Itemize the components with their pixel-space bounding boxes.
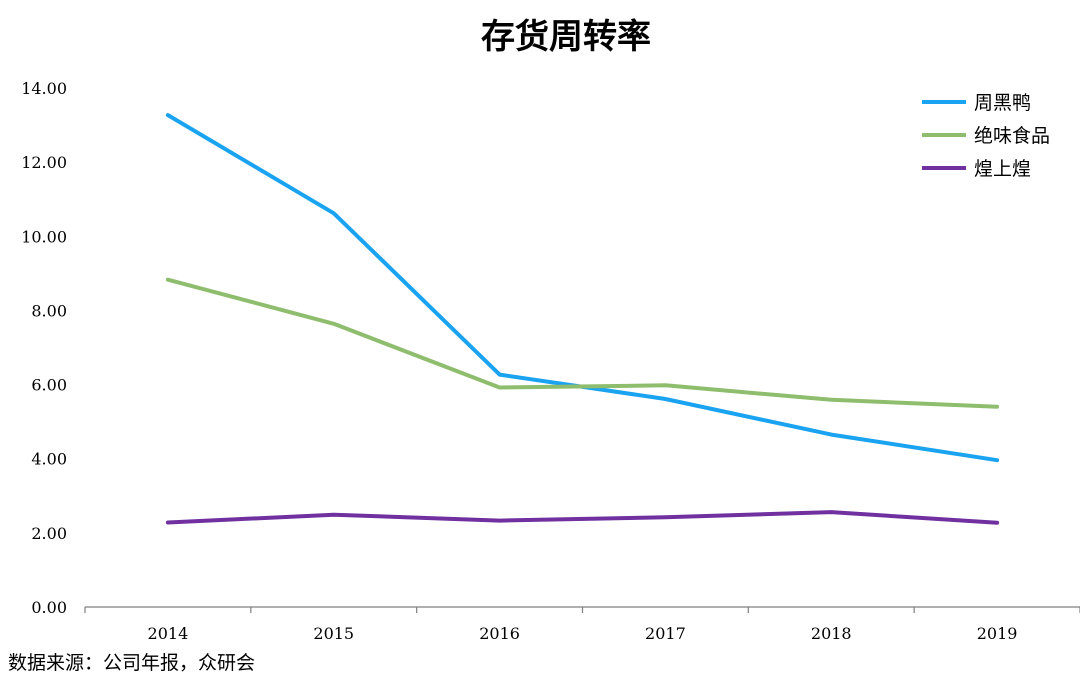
series-line-0: [165, 113, 1000, 463]
source-note: 数据来源：公司年报，众研会: [8, 652, 256, 674]
legend-label: 煌上煌: [974, 158, 1031, 180]
x-tick-label: 2019: [977, 624, 1018, 643]
x-tick-label: 2015: [313, 624, 354, 643]
legend-label: 周黑鸭: [974, 92, 1031, 114]
y-tick-label: 6.00: [31, 376, 67, 395]
y-tick-label: 4.00: [31, 450, 67, 469]
y-tick-label: 0.00: [31, 598, 67, 617]
y-tick-label: 2.00: [31, 524, 67, 543]
series-line-1: [165, 277, 1000, 409]
y-tick-label: 8.00: [31, 301, 67, 320]
y-tick-label: 14.00: [21, 79, 67, 98]
legend-label: 绝味食品: [974, 125, 1050, 147]
chart-title: 存货周转率: [481, 17, 651, 57]
y-axis-ticks: 0.00 2.00 4.00 6.00 8.00 10.00 12.00 14.00: [21, 79, 67, 617]
series-line-2: [165, 510, 1000, 525]
x-tick-label: 2014: [148, 624, 189, 643]
y-tick-label: 12.00: [21, 153, 67, 172]
x-tick-label: 2018: [811, 624, 852, 643]
series-lines: [165, 113, 1000, 525]
x-axis: 2014 2015 2016 2017 2018 2019: [84, 606, 1080, 643]
y-tick-label: 10.00: [21, 227, 67, 246]
x-tick-label: 2016: [479, 624, 520, 643]
x-tick-label: 2017: [645, 624, 686, 643]
